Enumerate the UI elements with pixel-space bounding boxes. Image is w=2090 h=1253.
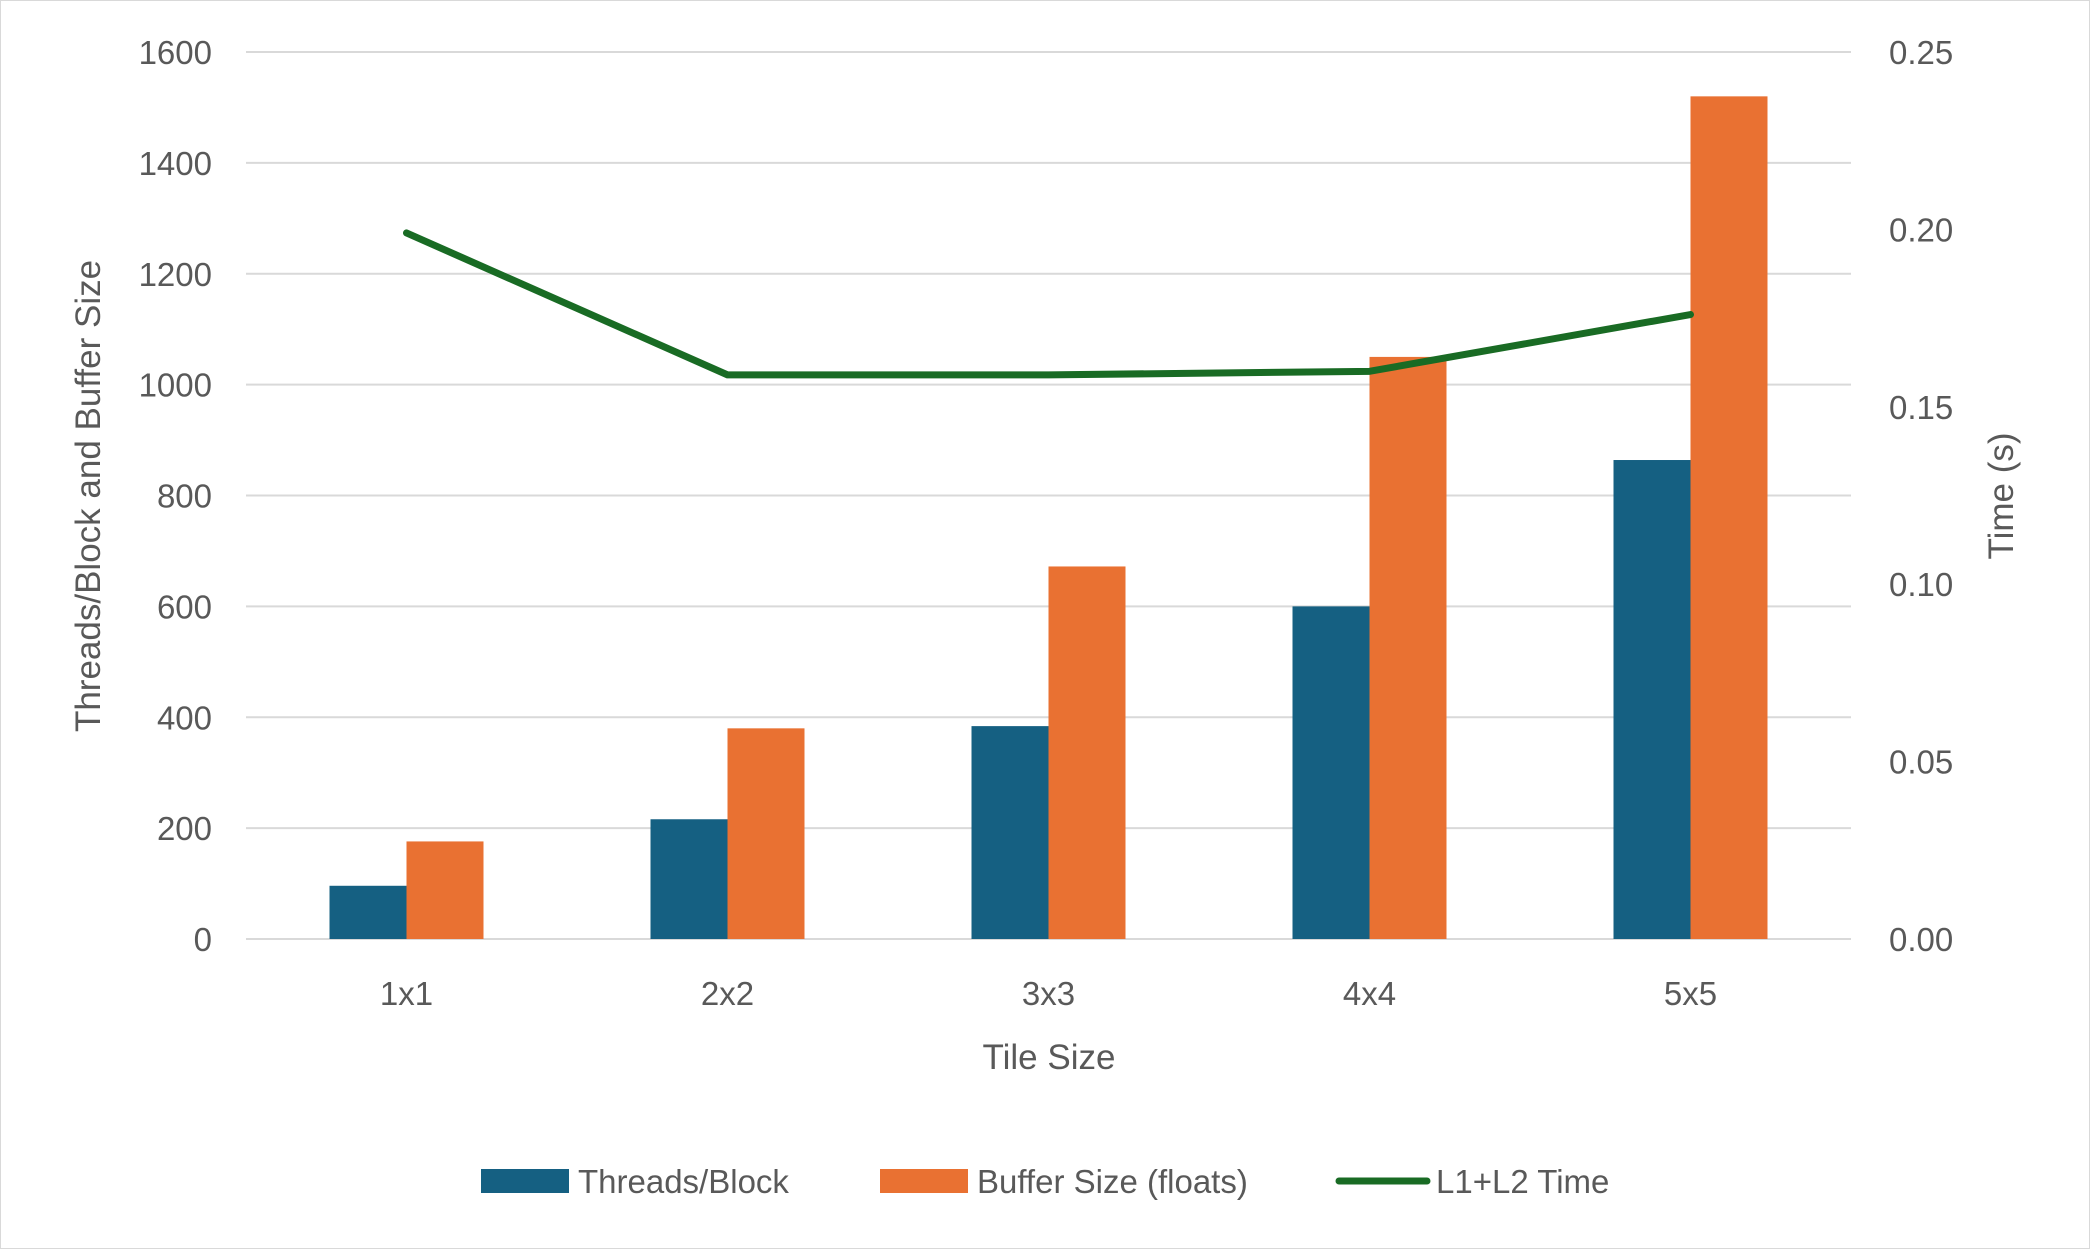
y-axis-title: Threads/Block and Buffer Size [69, 260, 108, 732]
x-axis-ticks: 1x1 2x2 3x3 4x4 5x5 [380, 975, 1717, 1012]
bar-buffer-size [727, 728, 805, 939]
y-tick-label: 1400 [139, 145, 212, 182]
legend: Threads/Block Buffer Size (floats) L1+L2 T… [481, 1163, 1609, 1200]
legend-label: Buffer Size (floats) [977, 1163, 1248, 1200]
x-tick-label: 2x2 [701, 975, 754, 1012]
legend-buffer-size: Buffer Size (floats) [880, 1163, 1248, 1200]
y2-tick-label: 0.05 [1889, 744, 1953, 781]
y-tick-label: 1600 [139, 34, 212, 71]
y2-tick-label: 0.15 [1889, 389, 1953, 426]
bar-threads-block [650, 819, 728, 939]
x-tick-label: 3x3 [1022, 975, 1075, 1012]
legend-l1-l2-time: L1+L2 Time [1335, 1163, 1609, 1200]
y-tick-label: 600 [157, 588, 212, 625]
left-axis-ticks: 0 200 400 600 800 1000 1200 1400 1600 [139, 34, 212, 958]
legend-swatch [481, 1169, 569, 1193]
legend-threads-block: Threads/Block [481, 1163, 789, 1200]
y-tick-label: 800 [157, 478, 212, 515]
bar-threads-block [1613, 460, 1691, 939]
bar-buffer-size [1690, 96, 1768, 940]
x-tick-label: 5x5 [1664, 975, 1717, 1012]
x-tick-label: 4x4 [1343, 975, 1396, 1012]
bar-threads-block [329, 885, 407, 939]
bar-series [329, 96, 1768, 940]
legend-swatch [880, 1169, 968, 1193]
line-l1-l2-time [403, 229, 1694, 379]
x-axis-title: Tile Size [983, 1038, 1116, 1077]
y2-tick-label: 0.00 [1889, 921, 1953, 958]
x-tick-label: 1x1 [380, 975, 433, 1012]
y-tick-label: 200 [157, 810, 212, 847]
y-tick-label: 1000 [139, 367, 212, 404]
y-tick-label: 1200 [139, 256, 212, 293]
right-axis-ticks: 0.00 0.05 0.10 0.15 0.20 0.25 [1889, 34, 1953, 958]
bar-threads-block [971, 726, 1049, 939]
y-tick-label: 0 [194, 921, 212, 958]
y2-tick-label: 0.10 [1889, 566, 1953, 603]
bar-threads-block [1292, 606, 1370, 939]
y2-axis-title: Time (s) [1982, 432, 2021, 559]
bar-buffer-size [406, 841, 484, 939]
y2-tick-label: 0.25 [1889, 34, 1953, 71]
legend-label: L1+L2 Time [1436, 1163, 1609, 1200]
gridlines [246, 51, 1851, 940]
y2-tick-label: 0.20 [1889, 211, 1953, 248]
legend-label: Threads/Block [578, 1163, 789, 1200]
bar-buffer-size [1048, 566, 1126, 939]
y-tick-label: 400 [157, 699, 212, 736]
line-series [403, 229, 1694, 379]
bar-buffer-size [1369, 356, 1447, 939]
